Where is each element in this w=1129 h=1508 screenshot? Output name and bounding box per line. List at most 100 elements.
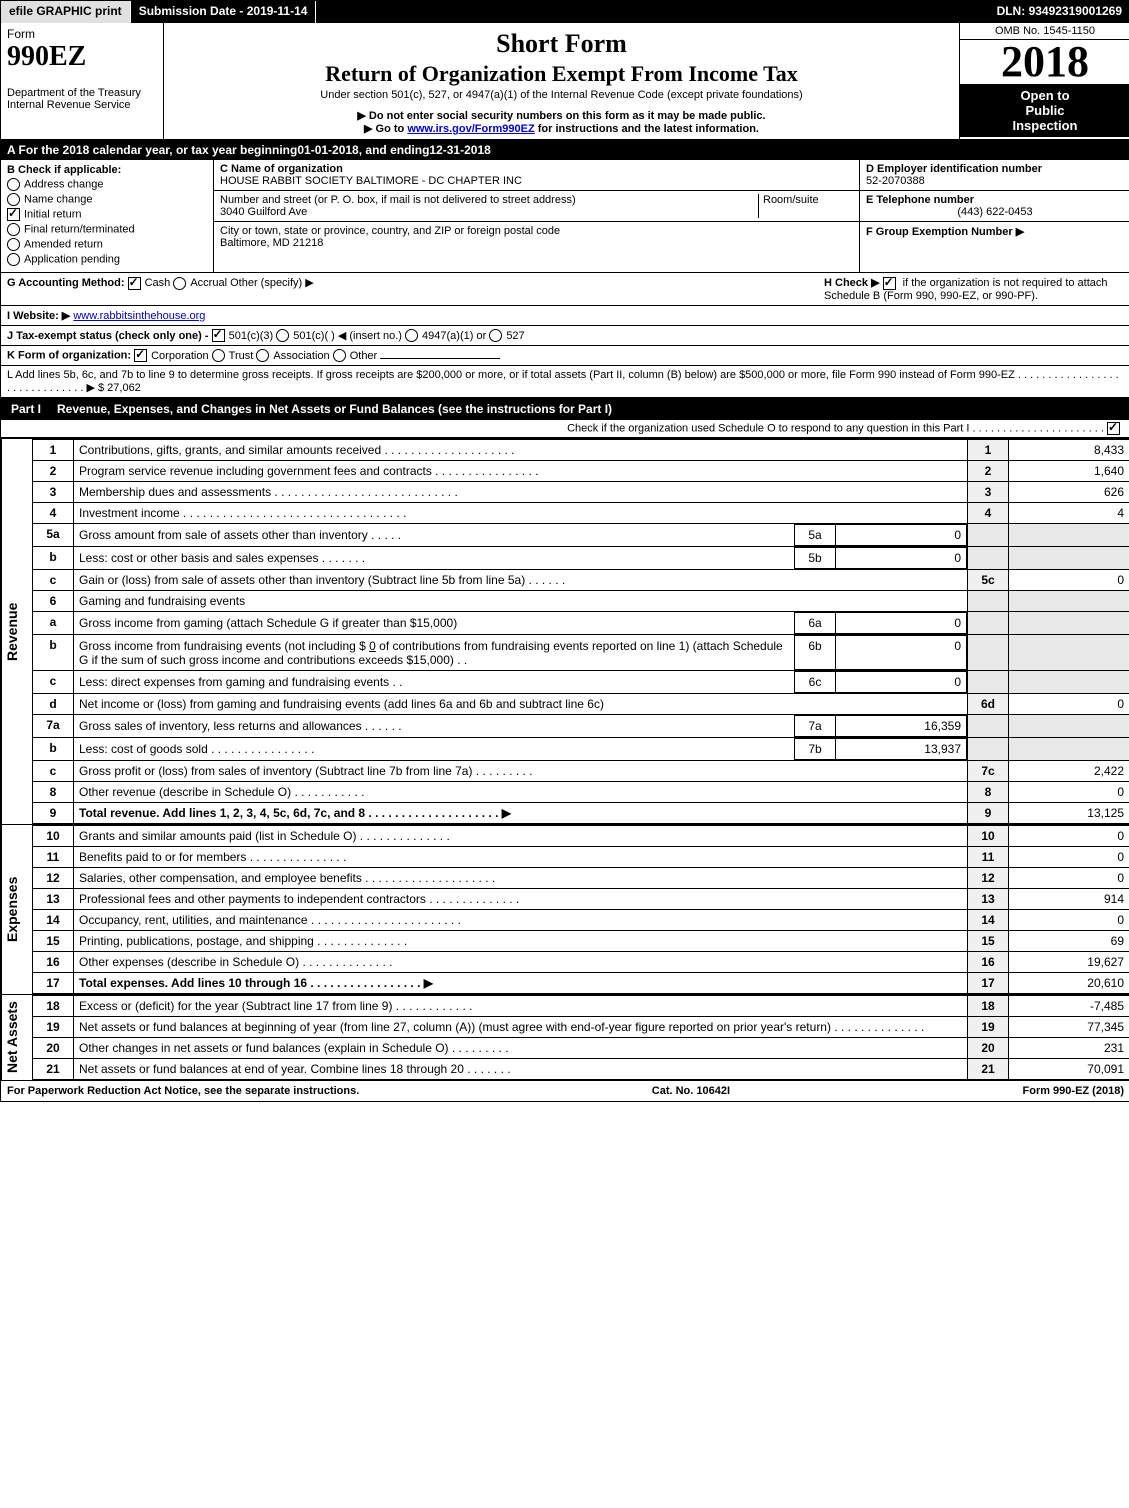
l17-ref: 17: [968, 973, 1009, 994]
cb-schedule-o[interactable]: [1107, 422, 1120, 435]
k-other-fill[interactable]: [380, 358, 500, 359]
k-trust-label: Trust: [229, 350, 254, 362]
l-amount: 27,062: [107, 382, 141, 394]
cb-amended-return[interactable]: Amended return: [7, 238, 207, 251]
l21-text: Net assets or fund balances at end of ye…: [74, 1059, 968, 1080]
cb-501c3[interactable]: 501(c)(3): [212, 330, 274, 342]
cb-trust[interactable]: Trust: [212, 350, 254, 362]
k-label: K Form of organization:: [7, 350, 131, 362]
l16-num: 16: [33, 952, 74, 973]
box-d: D Employer identification number 52-2070…: [860, 160, 1129, 191]
website-link[interactable]: www.rabbitsinthehouse.org: [73, 310, 205, 322]
line-5b: bLess: cost or other basis and sales exp…: [33, 547, 1129, 570]
l6b-subamt: 0: [836, 636, 967, 670]
l1-num: 1: [33, 440, 74, 461]
goto-link[interactable]: www.irs.gov/Form990EZ: [407, 123, 534, 135]
inspection-line2: Public: [1025, 103, 1064, 118]
j-501c3-label: 501(c)(3): [229, 330, 274, 342]
dln-segment: DLN: 93492319001269: [989, 1, 1129, 23]
cb-cash[interactable]: Cash: [128, 277, 171, 289]
l4-num: 4: [33, 503, 74, 524]
l6b-text: Gross income from fundraising events (no…: [74, 636, 795, 670]
l9-text: Total revenue. Add lines 1, 2, 3, 4, 5c,…: [74, 803, 968, 824]
cb-association[interactable]: Association: [256, 350, 329, 362]
l6d-text: Net income or (loss) from gaming and fun…: [74, 694, 968, 715]
line-21: 21Net assets or fund balances at end of …: [33, 1059, 1129, 1080]
dln-value: 93492319001269: [1029, 4, 1122, 18]
cb-accrual[interactable]: Accrual: [173, 277, 227, 289]
cb-527[interactable]: 527: [489, 330, 524, 342]
l7b-shade2: [1009, 738, 1129, 761]
g-label: G Accounting Method:: [7, 277, 125, 289]
l2-text: Program service revenue including govern…: [74, 461, 968, 482]
form-990ez-page: efile GRAPHIC print Submission Date - 20…: [0, 0, 1129, 1102]
netassets-side-label: Net Assets: [1, 995, 32, 1080]
cb-corporation[interactable]: Corporation: [134, 350, 208, 362]
l20-text: Other changes in net assets or fund bala…: [74, 1038, 968, 1059]
l7c-text: Gross profit or (loss) from sales of inv…: [74, 761, 968, 782]
l13-text: Professional fees and other payments to …: [74, 889, 968, 910]
l7a-shade2: [1009, 715, 1129, 738]
l14-ref: 14: [968, 910, 1009, 931]
efile-print-label[interactable]: efile GRAPHIC print: [1, 1, 131, 23]
schedule-o-check-row: Check if the organization used Schedule …: [1, 420, 1129, 438]
box-i: I Website: ▶ www.rabbitsinthehouse.org: [1, 306, 1129, 326]
l6c-shade2: [1009, 671, 1129, 694]
k-corp-label: Corporation: [151, 350, 208, 362]
footer-mid: Cat. No. 10642I: [652, 1085, 730, 1097]
city-label: City or town, state or province, country…: [220, 225, 560, 237]
l6a-shade: [968, 612, 1009, 635]
line-13: 13Professional fees and other payments t…: [33, 889, 1129, 910]
cb-final-return[interactable]: Final return/terminated: [7, 223, 207, 236]
l19-text: Net assets or fund balances at beginning…: [74, 1017, 968, 1038]
l21-num: 21: [33, 1059, 74, 1080]
l7b-num: b: [33, 738, 74, 761]
box-c-label: C Name of organization: [220, 163, 343, 175]
boxes-def: D Employer identification number 52-2070…: [859, 160, 1129, 272]
box-g: G Accounting Method: Cash Accrual Other …: [7, 276, 824, 302]
l20-num: 20: [33, 1038, 74, 1059]
cb-schedule-b-not-required[interactable]: [883, 277, 896, 290]
l5a-num: 5a: [33, 524, 74, 547]
l7c-ref: 7c: [968, 761, 1009, 782]
l7b-shade: [968, 738, 1009, 761]
l8-amount: 0: [1009, 782, 1129, 803]
cb-name-change[interactable]: Name change: [7, 193, 207, 206]
l5c-ref: 5c: [968, 570, 1009, 591]
line-2: 2Program service revenue including gover…: [33, 461, 1129, 482]
l6-text: Gaming and fundraising events: [74, 591, 968, 612]
address-change-label: Address change: [24, 178, 104, 190]
j-label: J Tax-exempt status (check only one) -: [7, 330, 212, 342]
l7c-num: c: [33, 761, 74, 782]
l5a-shade2: [1009, 524, 1129, 547]
phone-value: (443) 622-0453: [866, 206, 1124, 218]
line-4: 4Investment income . . . . . . . . . . .…: [33, 503, 1129, 524]
box-b-checklist: Address change Name change Initial retur…: [7, 178, 207, 266]
header-right: OMB No. 1545-1150 2018 Open to Public In…: [959, 23, 1129, 139]
netassets-table: 18Excess or (deficit) for the year (Subt…: [32, 995, 1129, 1080]
application-pending-label: Application pending: [24, 253, 120, 265]
cb-address-change[interactable]: Address change: [7, 178, 207, 191]
l1-amount: 8,433: [1009, 440, 1129, 461]
part-i-title: Revenue, Expenses, and Changes in Net As…: [51, 398, 1129, 420]
line-7b: bLess: cost of goods sold . . . . . . . …: [33, 738, 1129, 761]
cb-501c-blank[interactable]: 501(c)( ) ◀ (insert no.): [276, 330, 402, 342]
cash-label: Cash: [145, 277, 171, 289]
l4-amount: 4: [1009, 503, 1129, 524]
cb-4947a1[interactable]: 4947(a)(1) or: [405, 330, 486, 342]
line-5a: 5aGross amount from sale of assets other…: [33, 524, 1129, 547]
l8-ref: 8: [968, 782, 1009, 803]
cb-other-org[interactable]: Other: [333, 350, 378, 362]
cb-application-pending[interactable]: Application pending: [7, 253, 207, 266]
l1-ref: 1: [968, 440, 1009, 461]
l12-amount: 0: [1009, 868, 1129, 889]
k-other-label: Other: [350, 350, 378, 362]
submission-date-segment: Submission Date - 2019-11-14: [131, 1, 317, 23]
line-9: 9Total revenue. Add lines 1, 2, 3, 4, 5c…: [33, 803, 1129, 824]
amended-return-label: Amended return: [24, 238, 103, 250]
goto-prefix: ▶ Go to: [364, 123, 407, 135]
l19-num: 19: [33, 1017, 74, 1038]
cb-initial-return[interactable]: Initial return: [7, 208, 207, 221]
box-e-label: E Telephone number: [866, 194, 974, 206]
l3-text: Membership dues and assessments . . . . …: [74, 482, 968, 503]
